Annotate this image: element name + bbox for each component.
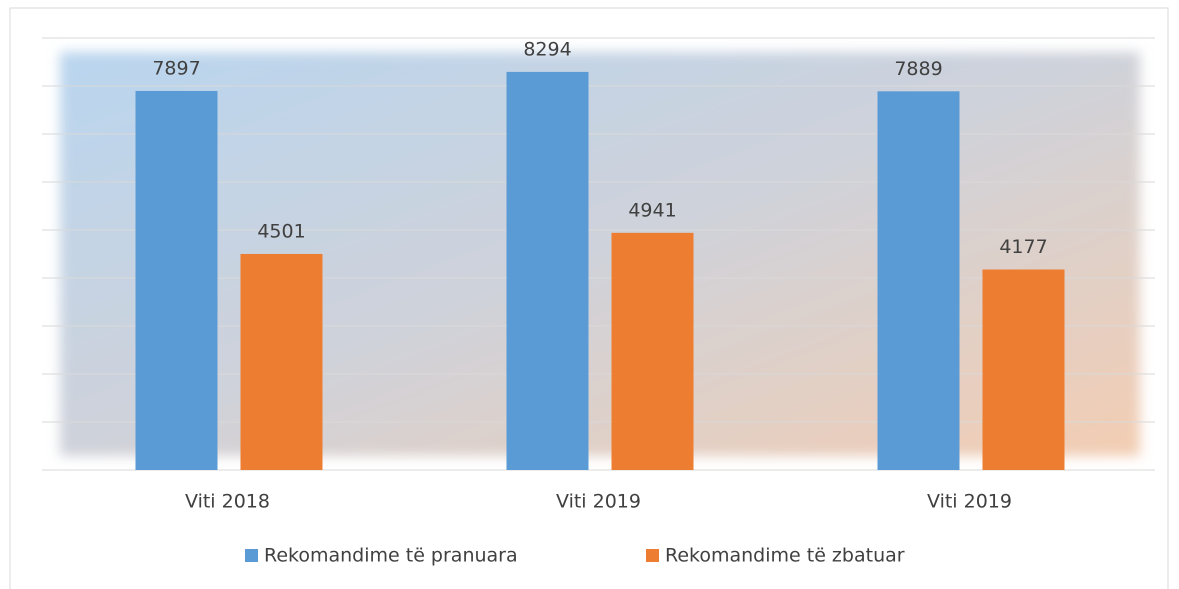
chart-frame [9, 7, 1169, 589]
legend-label: Rekomandime të zbatuar [665, 545, 905, 567]
bar [506, 71, 589, 470]
data-label: 7889 [894, 58, 942, 80]
data-label: 4941 [628, 199, 676, 221]
plot-background [60, 52, 1140, 456]
bar [877, 91, 960, 470]
bar [135, 90, 218, 470]
data-label: 8294 [523, 38, 571, 60]
data-label: 4177 [999, 236, 1047, 258]
legend-swatch [646, 549, 659, 562]
data-label: 4501 [257, 220, 305, 242]
bar [240, 253, 323, 470]
x-tick-label: Viti 2019 [556, 491, 641, 513]
bar [982, 269, 1065, 470]
legend-swatch [245, 549, 258, 562]
data-label: 7897 [152, 57, 200, 79]
legend-label: Rekomandime të pranuara [264, 545, 518, 567]
x-tick-label: Viti 2018 [185, 491, 270, 513]
x-tick-label: Viti 2019 [927, 491, 1012, 513]
bar [611, 232, 694, 470]
